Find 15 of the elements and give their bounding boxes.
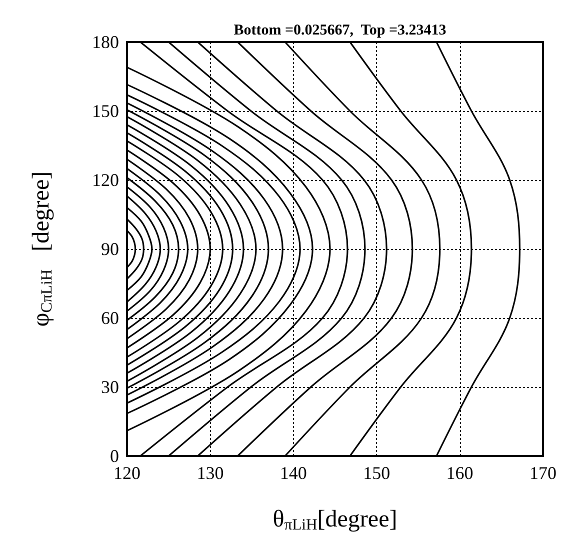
chart-title: Bottom =0.025667, Top =3.23413 xyxy=(234,22,446,38)
y-tick-label: 120 xyxy=(92,170,119,190)
y-tick-label: 90 xyxy=(101,239,119,259)
y-tick-label: 180 xyxy=(92,32,119,52)
x-tick-label: 160 xyxy=(446,463,474,483)
x-tick-label: 140 xyxy=(280,463,307,483)
y-tick-label: 30 xyxy=(101,377,119,397)
x-tick-label: 130 xyxy=(196,463,224,483)
y-tick-label: 0 xyxy=(110,446,119,466)
x-tick-label: 170 xyxy=(530,463,556,483)
x-tick-label: 120 xyxy=(114,463,140,483)
y-tick-label: 60 xyxy=(101,308,119,328)
x-tick-label: 150 xyxy=(363,463,390,483)
y-axis-title: φCπLiH [degree] xyxy=(28,171,56,327)
y-tick-label: 150 xyxy=(92,101,119,121)
